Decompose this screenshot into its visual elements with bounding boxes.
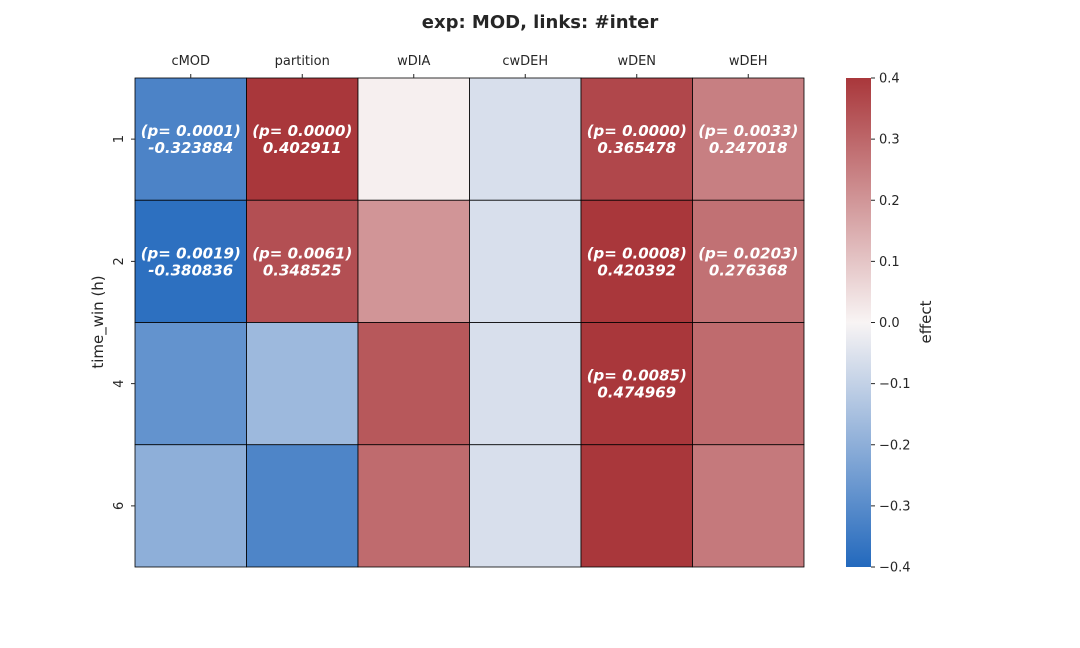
x-axis-ticks: cMOD partition wDIA cwDEH wDEN wDEH bbox=[171, 54, 768, 78]
colorbar-tick-label: −0.1 bbox=[879, 377, 911, 392]
y-axis-label: time_win (h) bbox=[89, 275, 108, 368]
colorbar bbox=[846, 78, 871, 567]
cell-annotation: 0.348525 bbox=[263, 261, 342, 279]
cell-annotation: (p= 0.0203) bbox=[698, 244, 798, 262]
heatmap-cell bbox=[469, 77, 582, 201]
cell-annotation: (p= 0.0001) bbox=[141, 122, 241, 140]
heatmap-cell bbox=[469, 444, 582, 568]
heatmap-cell bbox=[246, 77, 359, 201]
heatmap-cell bbox=[246, 444, 359, 568]
cell-annotation: (p= 0.0008) bbox=[587, 244, 687, 262]
heatmap-cell bbox=[134, 199, 247, 323]
cell-annotation: 0.365478 bbox=[597, 139, 676, 157]
y-tick-label: 4 bbox=[112, 379, 127, 387]
heatmap-cells bbox=[134, 77, 805, 568]
cell-annotation: 0.247018 bbox=[709, 139, 788, 157]
heatmap-cell bbox=[357, 322, 470, 446]
cell-annotation: (p= 0.0000) bbox=[252, 122, 352, 140]
heatmap-cell bbox=[246, 199, 359, 323]
heatmap-cell bbox=[692, 77, 805, 201]
cell-annotation: (p= 0.0000) bbox=[587, 122, 687, 140]
x-tick-label: wDEN bbox=[617, 54, 656, 69]
colorbar-ticks: 0.4 0.3 0.2 0.1 0.0 −0.1 −0.2 −0.3 −0.4 bbox=[871, 72, 911, 576]
cell-annotation: 0.420392 bbox=[597, 261, 676, 279]
cell-annotation: 0.402911 bbox=[263, 139, 342, 157]
x-tick-label: partition bbox=[275, 54, 330, 69]
y-tick-label: 1 bbox=[112, 135, 127, 143]
colorbar-tick-label: 0.3 bbox=[879, 133, 900, 148]
cell-annotation: -0.380836 bbox=[148, 261, 233, 279]
cell-annotation: -0.323884 bbox=[148, 139, 233, 157]
cell-annotation: (p= 0.0061) bbox=[252, 244, 352, 262]
heatmap-cell bbox=[246, 322, 359, 446]
cell-annotation: (p= 0.0085) bbox=[587, 367, 687, 385]
colorbar-tick-label: 0.2 bbox=[879, 194, 900, 209]
heatmap-cell bbox=[357, 77, 470, 201]
heatmap-cell bbox=[692, 322, 805, 446]
heatmap-cell bbox=[134, 77, 247, 201]
cell-annotations: (p= 0.0001)-0.323884(p= 0.0000)0.402911(… bbox=[141, 122, 799, 402]
y-axis-ticks: 1 2 4 6 bbox=[112, 135, 135, 510]
heatmap-cell bbox=[692, 199, 805, 323]
heatmap-cell bbox=[692, 444, 805, 568]
heatmap-cell bbox=[357, 444, 470, 568]
cell-annotation: 0.276368 bbox=[709, 261, 788, 279]
heatmap-cell bbox=[580, 444, 693, 568]
x-tick-label: wDEH bbox=[729, 54, 768, 69]
colorbar-tick-label: −0.4 bbox=[879, 561, 911, 576]
y-tick-label: 6 bbox=[112, 502, 127, 510]
y-tick-label: 2 bbox=[112, 257, 127, 265]
heatmap-cell bbox=[469, 199, 582, 323]
x-tick-label: wDIA bbox=[397, 54, 430, 69]
heatmap-cell bbox=[580, 199, 693, 323]
heatmap-cell bbox=[134, 444, 247, 568]
heatmap-cell bbox=[469, 322, 582, 446]
x-tick-label: cwDEH bbox=[502, 54, 548, 69]
chart-title: exp: MOD, links: #inter bbox=[422, 12, 659, 33]
heatmap-cell bbox=[357, 199, 470, 323]
heatmap-cell bbox=[134, 322, 247, 446]
cell-annotation: (p= 0.0019) bbox=[141, 244, 241, 262]
colorbar-tick-label: −0.3 bbox=[879, 499, 911, 514]
colorbar-tick-label: −0.2 bbox=[879, 438, 911, 453]
colorbar-tick-label: 0.1 bbox=[879, 255, 900, 270]
x-tick-label: cMOD bbox=[171, 54, 210, 69]
colorbar-label: effect bbox=[917, 300, 935, 343]
cell-annotation: (p= 0.0033) bbox=[698, 122, 798, 140]
colorbar-tick-label: 0.0 bbox=[879, 316, 900, 331]
colorbar-tick-label: 0.4 bbox=[879, 72, 900, 87]
cell-annotation: 0.474969 bbox=[597, 384, 676, 402]
